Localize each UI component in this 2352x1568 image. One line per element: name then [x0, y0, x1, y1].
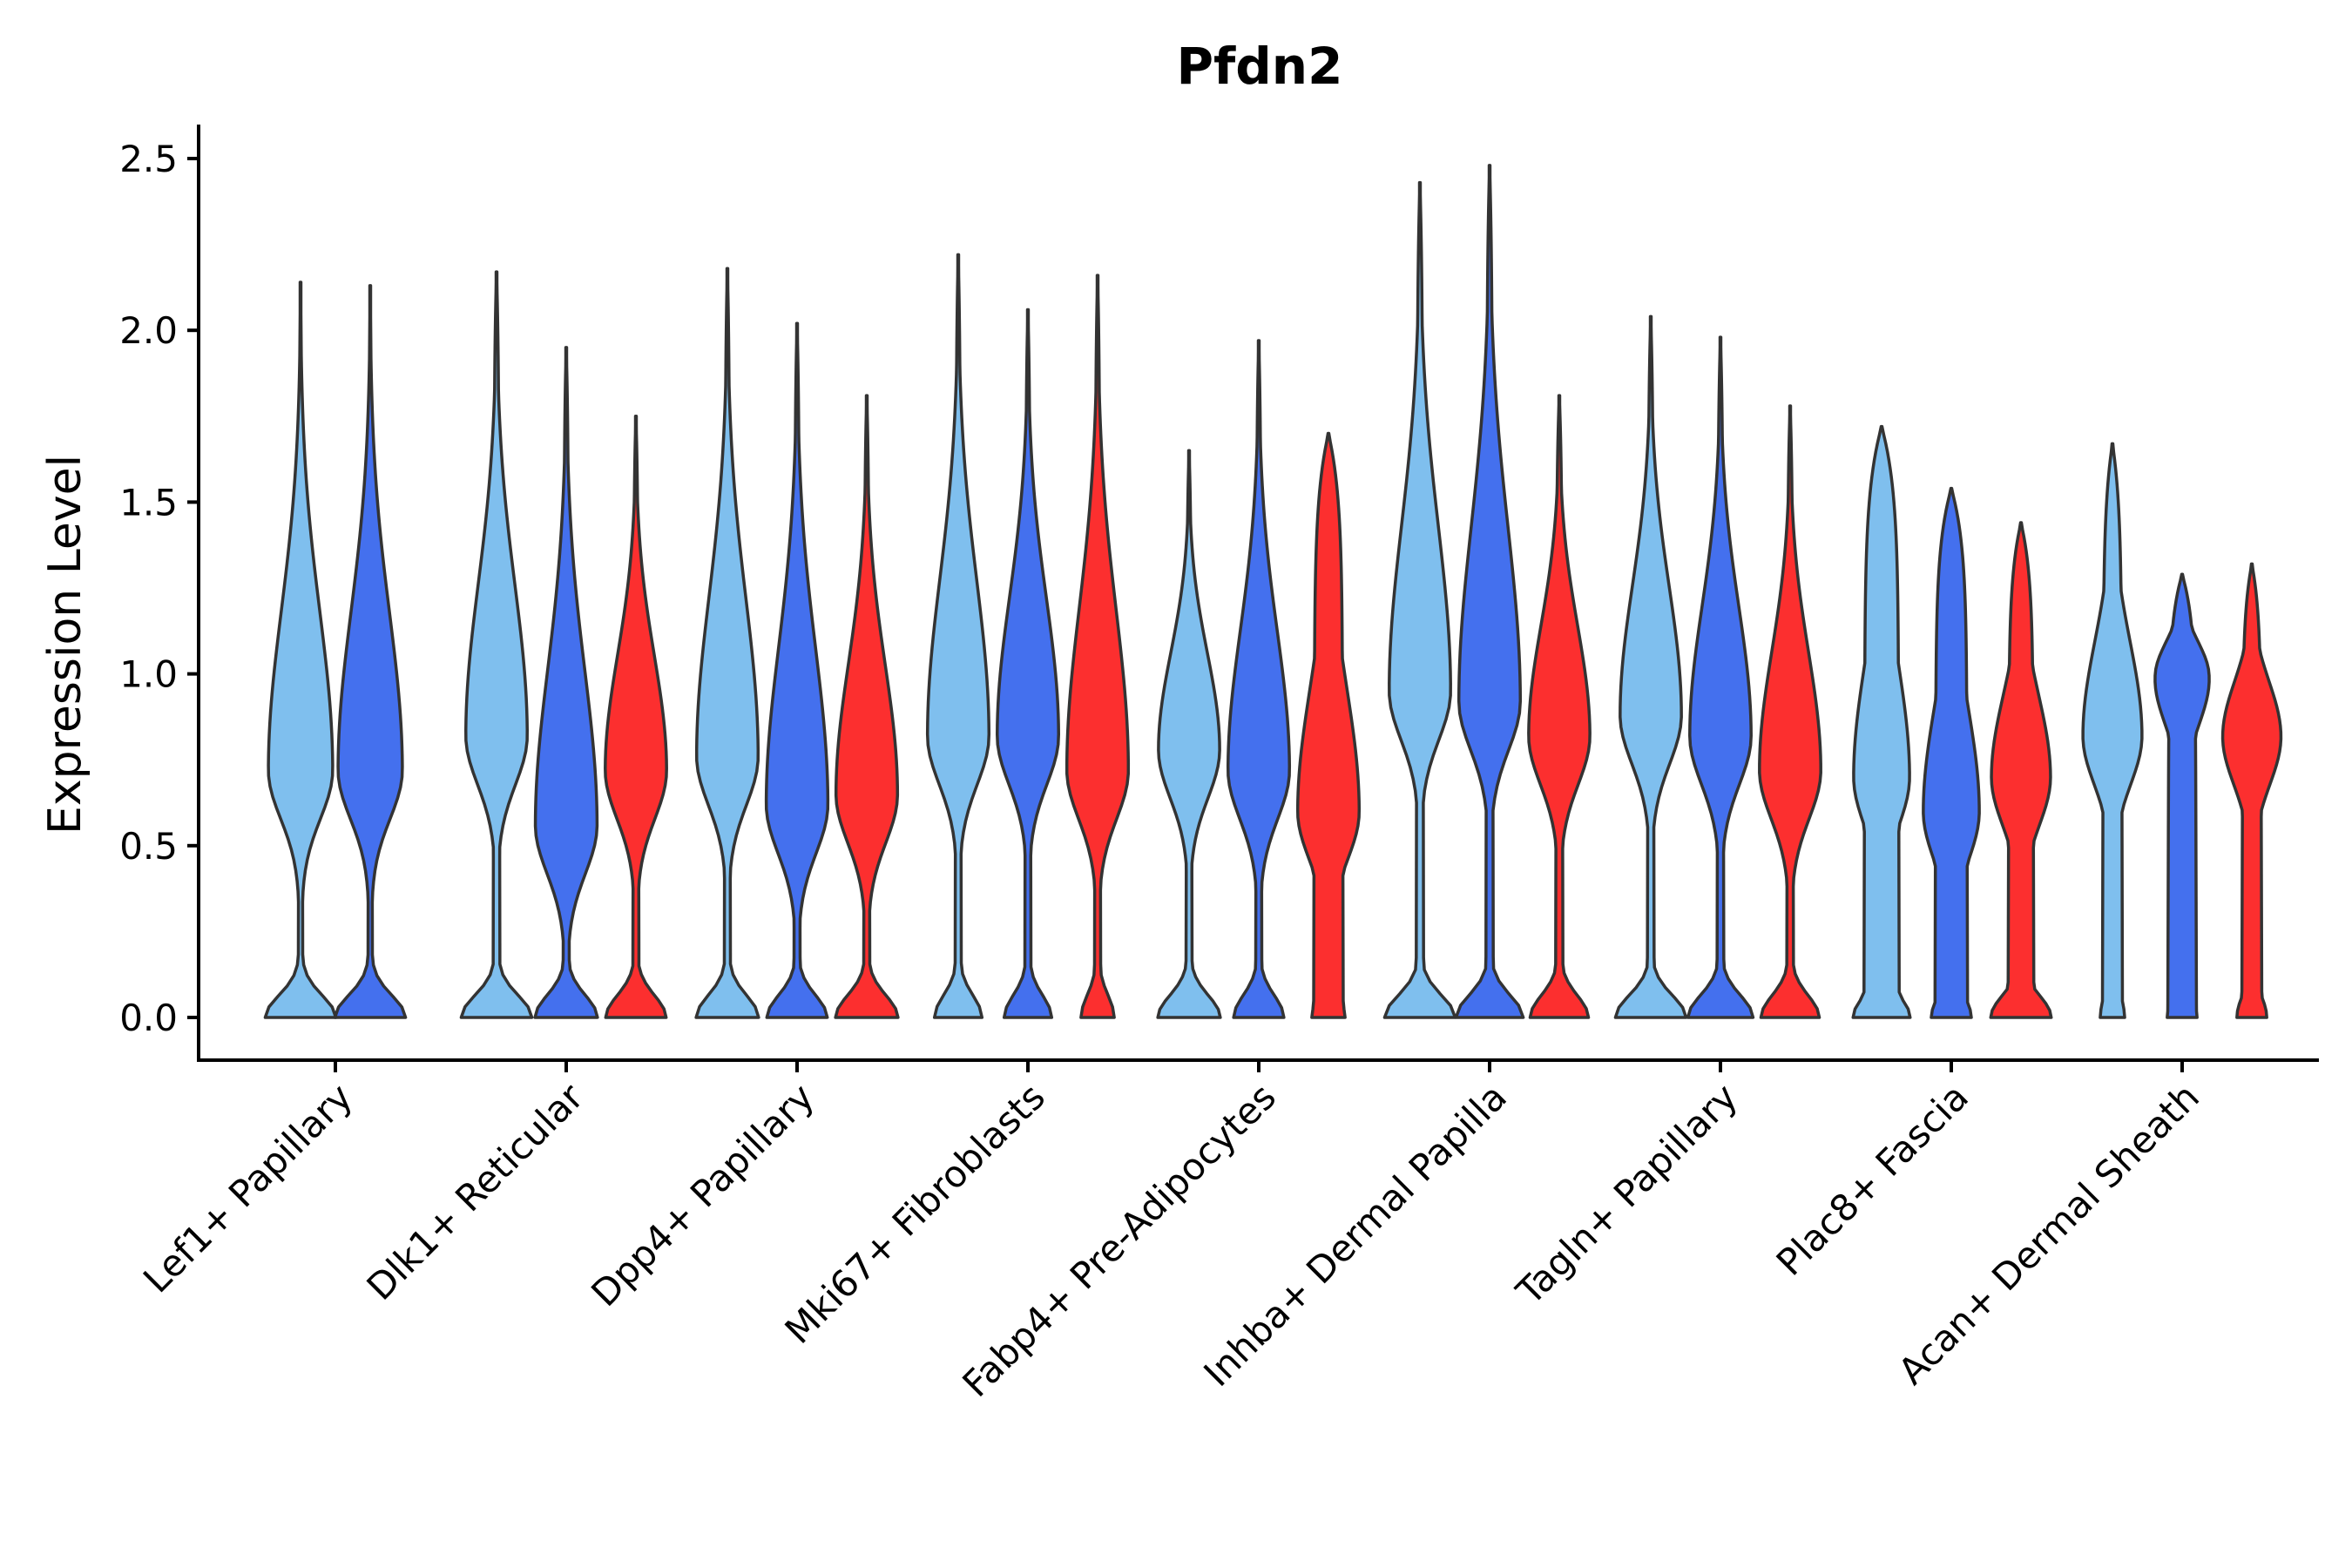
violin-group-3 — [1989, 521, 2053, 1019]
violin-group-2 — [1226, 339, 1292, 1019]
violin-group-3 — [1758, 404, 1822, 1019]
violin-group-1 — [2081, 442, 2144, 1019]
violin-group-2 — [333, 284, 408, 1019]
violin-layer — [263, 164, 2283, 1019]
violin-group-3 — [2220, 562, 2283, 1019]
violin-group-2 — [1686, 335, 1755, 1019]
chart-title: Pfdn2 — [1177, 37, 1343, 96]
violin-group-1 — [1613, 314, 1688, 1019]
y-tick-label: 1.0 — [119, 653, 178, 696]
violin-group-3 — [1295, 431, 1362, 1019]
violin-group-3 — [1527, 394, 1592, 1019]
violin-group-2 — [764, 321, 830, 1019]
x-tick-label: Dpp4+ Papillary — [583, 1075, 822, 1315]
violin-group-3 — [604, 415, 668, 1019]
violin-group-1 — [1851, 424, 1912, 1019]
violin-group-2 — [1454, 164, 1525, 1019]
violin-group-2 — [996, 308, 1060, 1019]
violin-group-1 — [1382, 180, 1457, 1019]
violin-group-1 — [263, 280, 338, 1019]
x-tick-label: Mki67+ Fibroblasts — [777, 1075, 1053, 1351]
x-tick-label: Dlk1+ Reticular — [359, 1075, 592, 1308]
x-tick-label: Plac8+ Fascia — [1768, 1075, 1977, 1283]
y-axis-ticks: 0.0 0.5 1.0 1.5 2.0 2.5 — [119, 138, 199, 1039]
y-axis-label: Expression Level — [39, 455, 91, 835]
violin-group-1 — [694, 267, 760, 1019]
y-tick-label: 2.0 — [119, 309, 178, 352]
y-tick-label: 0.0 — [119, 997, 178, 1039]
y-tick-label: 2.5 — [119, 138, 178, 180]
x-tick-label: Lef1+ Papillary — [135, 1075, 361, 1301]
violin-group-1 — [1156, 449, 1222, 1019]
violin-group-2 — [533, 346, 599, 1019]
violin-group-2 — [2153, 572, 2211, 1019]
violin-group-1 — [459, 270, 534, 1019]
x-tick-label: Tagln+ Papillary — [1508, 1075, 1746, 1313]
violin-group-3 — [834, 394, 900, 1019]
y-tick-label: 1.5 — [119, 481, 178, 524]
violin-group-2 — [1922, 486, 1981, 1019]
violin-group-1 — [925, 253, 991, 1019]
violin-group-3 — [1064, 274, 1131, 1019]
y-tick-label: 0.5 — [119, 825, 178, 868]
